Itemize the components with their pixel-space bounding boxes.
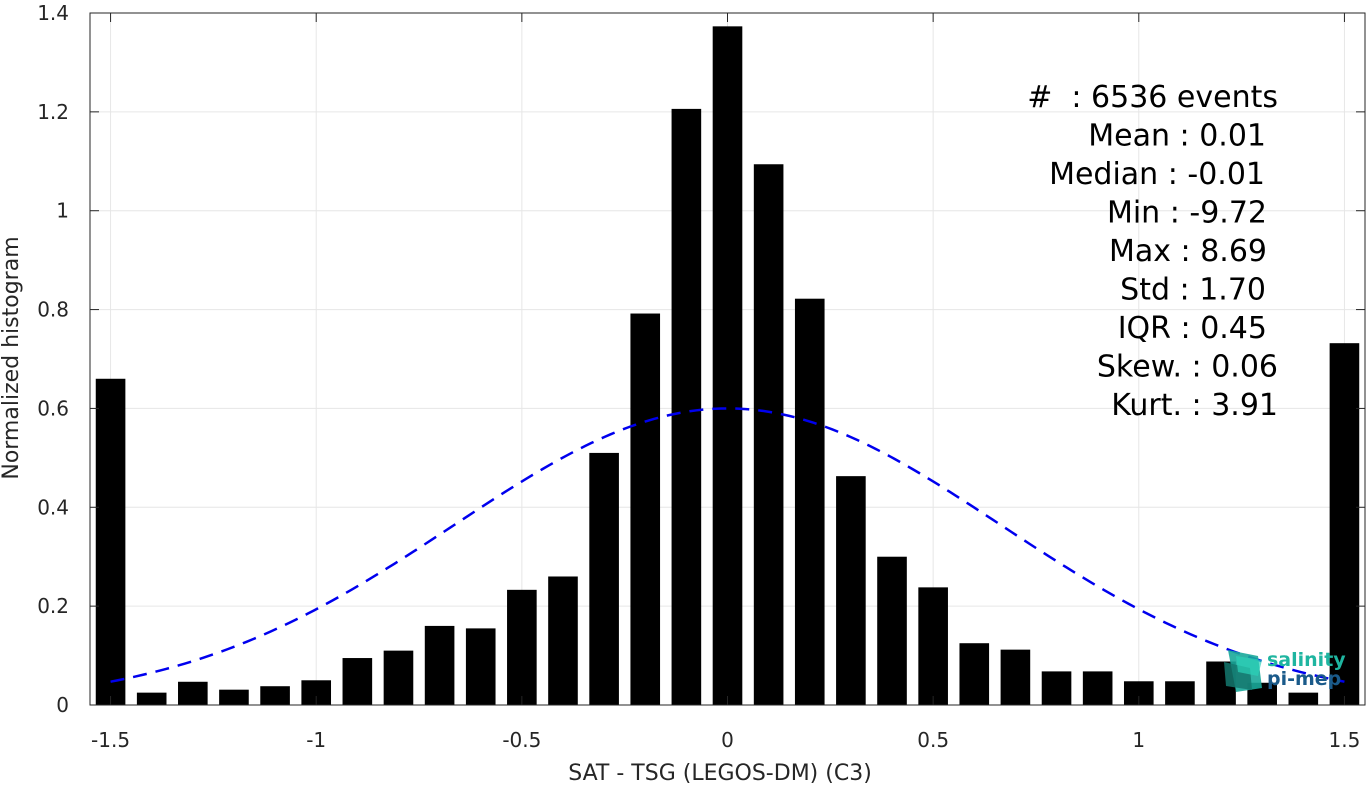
histogram-bar	[836, 476, 866, 705]
salinity-pimep-logo: salinity pi-mep	[1224, 649, 1346, 692]
x-tick-label: 0	[721, 728, 734, 752]
histogram-bar	[1123, 681, 1154, 705]
x-tick-labels: -1.5 -1 -0.5 0 0.5 1 1.5	[91, 728, 1360, 752]
histogram-bar	[1288, 692, 1319, 705]
stat-line: Std : 1.70	[1120, 273, 1266, 308]
y-tick-label: 0.2	[37, 594, 69, 618]
y-tick-label: 0.4	[37, 495, 69, 519]
y-tick-label: 1	[56, 199, 69, 223]
y-axis-label: Normalized histogram	[0, 236, 24, 479]
histogram-bar	[465, 628, 496, 705]
histogram-bar	[1041, 671, 1072, 705]
y-tick-label: 0	[56, 693, 69, 717]
histogram-bar	[794, 298, 825, 705]
histogram-bar	[1329, 343, 1360, 705]
histogram-bar	[753, 164, 784, 705]
stat-line: Max : 8.69	[1109, 234, 1267, 269]
y-tick-label: 1.2	[37, 100, 69, 124]
y-tick-labels: 0 0.2 0.4 0.6 0.8 1 1.2 1.4	[37, 1, 69, 717]
histogram-bar	[1082, 671, 1113, 705]
histogram-bar	[548, 576, 578, 705]
stat-line: Min : -9.72	[1107, 196, 1267, 231]
x-axis-label: SAT - TSG (LEGOS-DM) (C3)	[568, 761, 872, 785]
histogram-bar	[671, 108, 702, 706]
histogram-bar	[342, 658, 373, 705]
histogram-bar	[877, 556, 907, 705]
bars	[95, 26, 1360, 706]
histogram-bar	[219, 689, 249, 705]
histogram-bar	[260, 686, 290, 705]
gaussian-fit-curve	[110, 407, 1345, 683]
stat-line: Skew. : 0.06	[1097, 350, 1278, 385]
x-tick-label: -1.5	[91, 728, 130, 752]
histogram-bar	[959, 643, 990, 705]
histogram-bar	[383, 650, 414, 705]
x-tick-label: 0.5	[917, 728, 949, 752]
histogram-bar	[630, 313, 661, 705]
histogram-bar	[507, 589, 537, 705]
stat-line: IQR : 0.45	[1118, 311, 1267, 346]
histogram-bar	[136, 692, 167, 705]
histogram-bar	[918, 587, 948, 705]
histogram-bar	[1000, 649, 1031, 705]
histogram-bar	[178, 681, 208, 705]
stat-line: Mean : 0.01	[1088, 119, 1266, 154]
histogram-bar	[589, 452, 619, 705]
stat-line: Median : -0.01	[1049, 157, 1265, 192]
histogram-bar	[1165, 681, 1195, 705]
y-tick-label: 0.6	[37, 396, 69, 420]
x-tick-label: -1	[306, 728, 326, 752]
logo-emblem-icon	[1224, 650, 1262, 692]
logo-line-2: pi-mep	[1267, 668, 1341, 690]
histogram-bar	[95, 378, 126, 705]
stat-line: Kurt. : 3.91	[1111, 388, 1278, 423]
histogram-bar	[424, 625, 455, 705]
y-tick-label: 0.8	[37, 298, 69, 322]
x-tick-label: 1	[1132, 728, 1145, 752]
histogram-bar	[712, 26, 743, 706]
x-tick-label: 1.5	[1329, 728, 1361, 752]
x-tick-label: -0.5	[502, 728, 541, 752]
stat-line: # : 6536 events	[1027, 80, 1278, 115]
logo-line-1: salinity	[1267, 649, 1346, 671]
y-tick-label: 1.4	[37, 1, 69, 25]
axis-ticks	[90, 12, 1365, 706]
